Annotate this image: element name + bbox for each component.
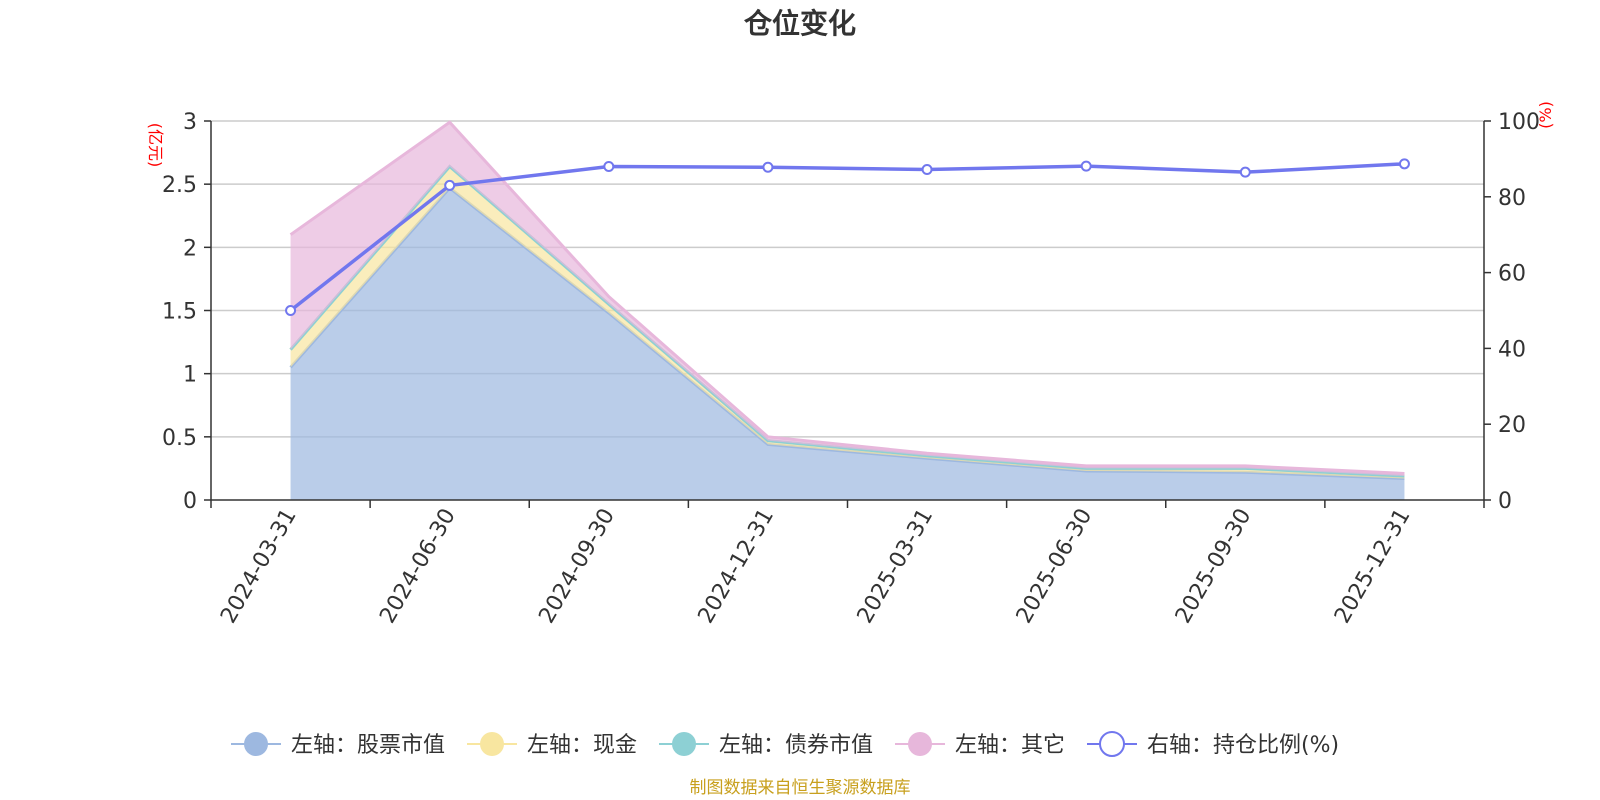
right-axis-unit: (%) xyxy=(1536,101,1555,129)
right-tick-label: 0 xyxy=(1498,489,1512,514)
legend-label: 左轴：股票市值 xyxy=(291,733,445,758)
grid-lines xyxy=(211,120,1484,438)
legend-item-4: 右轴：持仓比例(%) xyxy=(1087,731,1339,758)
ratio-point xyxy=(1080,160,1092,172)
left-tick-label: 1.5 xyxy=(162,300,197,325)
legend-marker xyxy=(672,732,696,756)
left-tick-label: 1 xyxy=(183,363,197,388)
legend-label: 左轴：债券市值 xyxy=(719,733,873,758)
x-tick-label: 2024-03-31 xyxy=(216,505,302,628)
x-tick-label: 2024-06-30 xyxy=(375,505,461,628)
left-tick-label: 3 xyxy=(183,110,197,135)
legend-marker xyxy=(244,732,268,756)
legend-marker xyxy=(480,732,504,756)
ratio-point xyxy=(921,164,933,176)
ratio-point xyxy=(1398,158,1410,170)
legend: 左轴：股票市值 左轴：现金 左轴：债券市值 左轴：其它 右轴：持仓比例(%) xyxy=(231,731,1339,758)
area-edge-3 xyxy=(289,120,1405,475)
holding-ratio-line xyxy=(285,158,1410,316)
legend-item-2: 左轴：债券市值 xyxy=(659,732,873,758)
right-tick-label: 40 xyxy=(1498,337,1526,362)
legend-label: 左轴：现金 xyxy=(527,733,637,758)
data-source-note: 制图数据来自恒生聚源数据库 xyxy=(690,778,911,798)
left-axis-unit: (亿元) xyxy=(146,123,165,168)
ratio-point xyxy=(603,160,615,172)
x-tick-label: 2025-03-31 xyxy=(853,505,939,628)
legend-item-3: 左轴：其它 xyxy=(895,732,1065,758)
legend-label: 右轴：持仓比例(%) xyxy=(1147,733,1339,758)
stacked-areas xyxy=(289,120,1405,500)
right-tick-label: 100 xyxy=(1498,110,1540,135)
ratio-point xyxy=(285,305,297,316)
ratio-point xyxy=(444,179,456,191)
legend-marker xyxy=(1099,731,1125,757)
legend-item-1: 左轴：现金 xyxy=(467,732,637,758)
ratio-point xyxy=(762,161,774,173)
chart-title: 仓位变化 xyxy=(744,7,856,40)
left-tick-label: 0 xyxy=(183,489,197,514)
ratio-line-path xyxy=(289,162,1405,312)
area-series-0 xyxy=(290,187,1405,500)
left-tick-label: 2.5 xyxy=(162,173,197,198)
left-tick-label: 0.5 xyxy=(162,426,197,451)
x-tick-label: 2025-06-30 xyxy=(1012,505,1098,628)
x-tick-label: 2025-12-31 xyxy=(1330,505,1416,628)
legend-item-0: 左轴：股票市值 xyxy=(231,732,445,758)
left-tick-label: 2 xyxy=(183,236,197,261)
legend-label: 左轴：其它 xyxy=(955,733,1065,758)
x-tick-label: 2024-09-30 xyxy=(534,505,620,628)
legend-marker xyxy=(908,732,932,756)
x-tick-label: 2025-09-30 xyxy=(1171,505,1257,628)
x-tick-label: 2024-12-31 xyxy=(694,505,780,628)
right-tick-label: 20 xyxy=(1498,413,1526,438)
right-tick-label: 60 xyxy=(1498,262,1526,287)
right-tick-label: 80 xyxy=(1498,186,1526,211)
ratio-point xyxy=(1239,166,1251,178)
